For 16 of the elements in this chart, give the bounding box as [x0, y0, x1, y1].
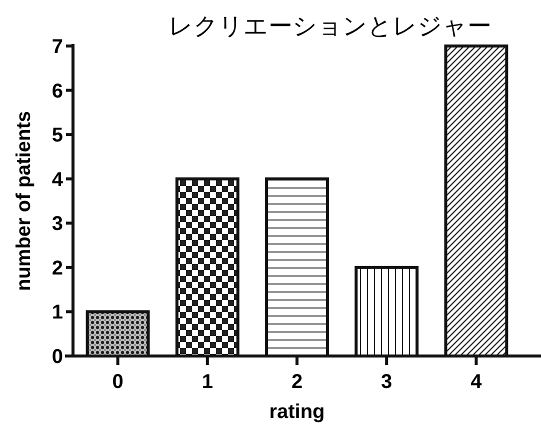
y-tick-label: 6	[52, 80, 63, 102]
x-tick-label: 3	[381, 371, 392, 393]
x-axis-title: rating	[269, 401, 325, 423]
x-tick-label: 1	[202, 371, 213, 393]
y-tick-label: 2	[52, 257, 63, 280]
chart-title: レクリエーションとレジャー	[168, 12, 492, 40]
y-tick-label: 3	[52, 213, 63, 236]
y-tick-label: 7	[52, 36, 63, 58]
x-tick-label: 4	[470, 371, 483, 393]
x-tick-label: 0	[112, 371, 124, 393]
y-tick-label: 5	[52, 124, 63, 147]
y-tick-label: 1	[52, 302, 63, 324]
y-axis-title: number of patients	[13, 110, 35, 292]
y-tick-label: 0	[52, 346, 63, 368]
x-tick-label: 2	[291, 371, 303, 393]
y-tick-label: 4	[52, 168, 64, 191]
